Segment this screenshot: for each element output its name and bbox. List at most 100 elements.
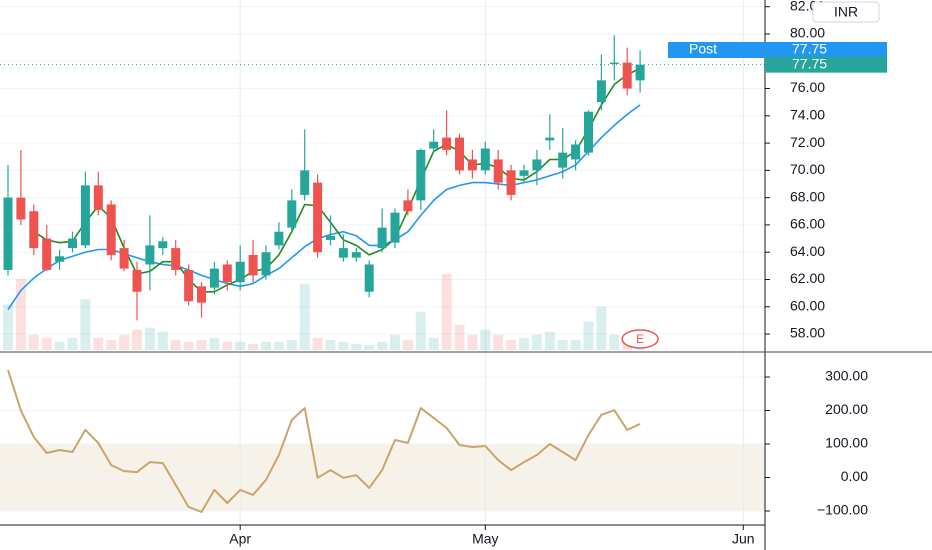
post-badge (668, 42, 887, 58)
volume-bar (209, 337, 220, 350)
candle-body (119, 248, 129, 269)
candle-body (209, 268, 219, 288)
volume-bar (596, 306, 607, 350)
candle-body (609, 62, 619, 64)
candle-body (596, 80, 606, 103)
ma-slow-line (7, 104, 641, 310)
volume-bar (248, 343, 259, 350)
candle-body (197, 286, 206, 303)
volume-bar (183, 341, 194, 350)
volume-bar (3, 304, 13, 350)
volume-bar (15, 279, 26, 350)
candle-body (274, 231, 284, 246)
candle-body (55, 256, 65, 262)
candle-body (145, 245, 155, 265)
volume-bar (609, 334, 620, 350)
currency-label: INR (834, 4, 858, 20)
volume-bar (144, 327, 155, 350)
volume-bar (415, 311, 426, 350)
candle-body (545, 137, 555, 141)
candle-body (80, 185, 90, 246)
candle-body (3, 197, 13, 270)
volume-bar (286, 339, 297, 350)
candle-body (158, 241, 168, 249)
currency-button[interactable] (812, 1, 880, 23)
candle-body (584, 111, 593, 153)
volume-bar (119, 334, 130, 350)
y-tick-label: 58.00 (790, 325, 825, 341)
volume-bar (273, 341, 284, 350)
candle-body (467, 159, 477, 171)
candle-body (222, 264, 232, 283)
volume-bar (222, 341, 233, 350)
volume-bar (299, 284, 310, 350)
volume-bar (28, 334, 39, 350)
candle-body (416, 149, 426, 201)
volume-bar (570, 339, 581, 350)
volume-bar (325, 339, 336, 350)
volume-bar (132, 329, 142, 350)
y2-tick-label: 200.00 (825, 401, 868, 417)
volume-bar (261, 341, 271, 350)
x-tick-label: Apr (229, 531, 251, 547)
candle-body (571, 144, 581, 160)
candle-body (429, 141, 439, 149)
y-tick-label: 74.00 (790, 107, 825, 123)
candle-body (506, 170, 516, 195)
earnings-label: E (636, 332, 644, 346)
candle-body (480, 148, 490, 171)
candle-body (390, 212, 400, 243)
volume-bar (338, 341, 349, 350)
y-tick-label: 62.00 (790, 270, 825, 286)
candle-body (519, 170, 529, 176)
candle-body (132, 269, 142, 292)
volume-bar (196, 339, 207, 350)
volume-bar (93, 337, 104, 350)
earnings-marker (621, 329, 659, 349)
y-tick-label: 76.00 (790, 79, 825, 95)
volume-bar (428, 337, 439, 350)
volume-bar (467, 334, 478, 350)
y-tick-label: 70.00 (790, 161, 825, 177)
volume-bar (506, 339, 517, 350)
volume-bar (157, 331, 168, 350)
volume-bar (402, 339, 413, 350)
y-tick-label: 80.00 (790, 25, 825, 41)
volume-bar (480, 329, 491, 350)
y2-tick-label: 300.00 (825, 368, 868, 384)
y-tick-label: 66.00 (790, 216, 825, 232)
candle-body (622, 62, 632, 89)
candle-body (42, 238, 52, 270)
candle-body (326, 235, 335, 240)
volume-bar (67, 337, 78, 350)
volume-bar (544, 331, 555, 350)
volume-bar (454, 324, 465, 350)
post-label: Post (689, 41, 717, 57)
volume-bar (54, 341, 65, 350)
volume-bar (531, 334, 542, 350)
candle-body (532, 159, 542, 171)
y2-tick-label: 0.00 (841, 468, 868, 484)
volume-bar (80, 299, 91, 350)
volume-bar (364, 344, 375, 350)
y-tick-label: 72.00 (790, 134, 825, 150)
candle-body (248, 254, 258, 276)
post-price: 77.75 (792, 41, 827, 57)
candle-body (455, 137, 464, 171)
x-tick-label: May (472, 531, 498, 547)
candle-body (235, 261, 245, 283)
y-tick-label: 68.00 (790, 188, 825, 204)
candle-body (184, 269, 194, 302)
candle-body (313, 182, 323, 253)
candle-body (300, 170, 310, 195)
candle-body (68, 238, 77, 249)
candle-body (442, 137, 452, 150)
candle-body (287, 200, 297, 228)
last-price-label: 77.75 (792, 55, 827, 71)
volume-bar (170, 339, 181, 350)
volume-bar (235, 341, 246, 350)
candle-body (558, 152, 568, 168)
volume-bar (106, 339, 117, 350)
volume-bar (441, 274, 452, 350)
